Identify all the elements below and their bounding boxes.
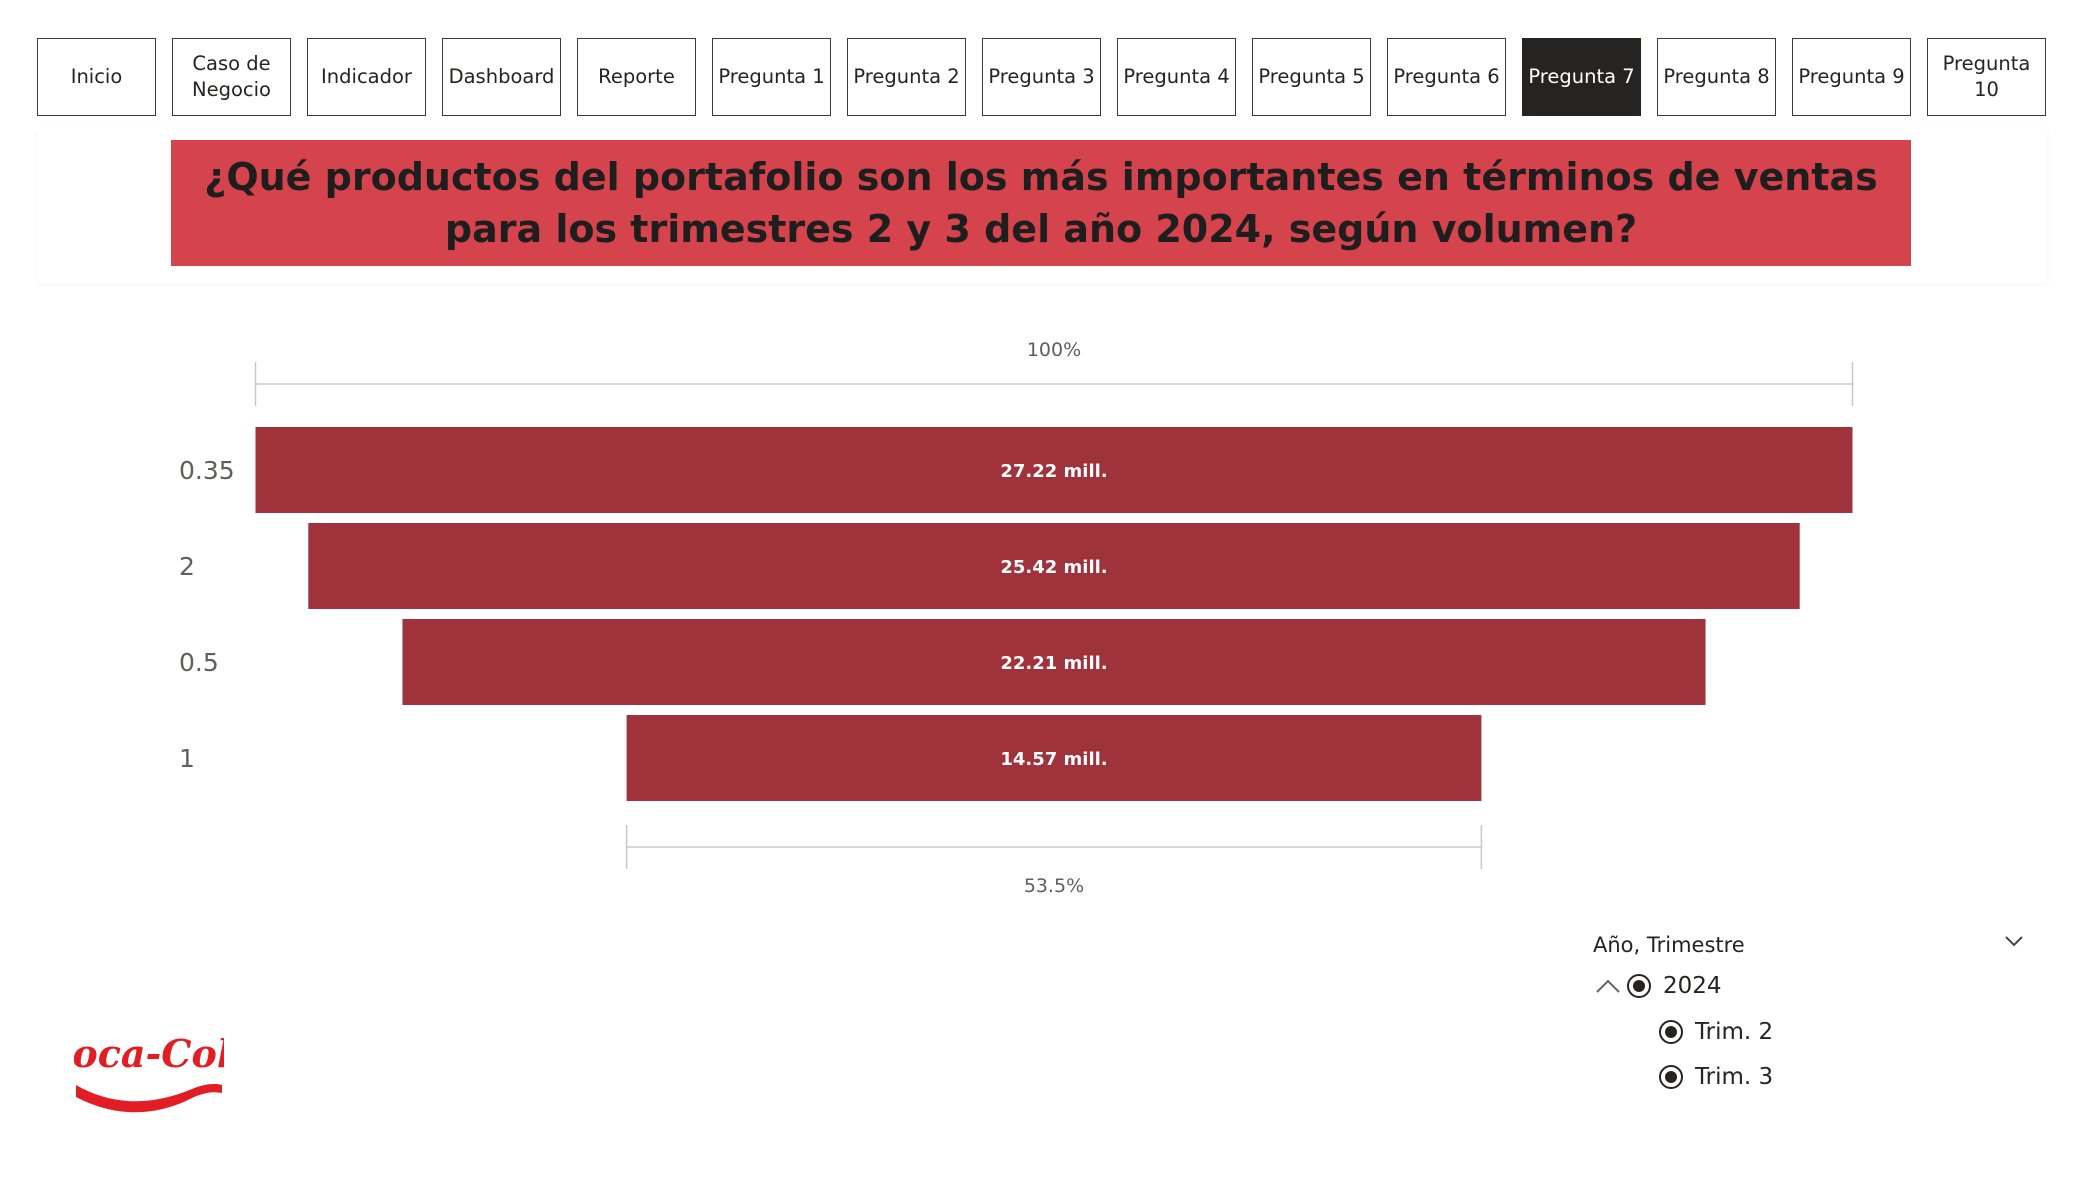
category-label: 0.5 (179, 648, 219, 677)
data-label: 25.42 mill. (1000, 557, 1107, 578)
slicer-item-2024-label: 2024 (1663, 973, 1722, 999)
category-label: 0.35 (179, 456, 235, 485)
title-banner: ¿Qué productos del portafolio son los má… (171, 140, 1911, 266)
data-label: 14.57 mill. (1000, 749, 1107, 770)
slicer-header: Año, Trimestre (1593, 933, 1745, 957)
chevron-down-icon[interactable] (2002, 932, 2026, 950)
nav-button-pregunta-7[interactable]: Pregunta 7 (1522, 38, 1641, 116)
collapse-chevron-up-icon[interactable] (1594, 976, 1622, 996)
nav-button-caso-de-negocio[interactable]: Caso de Negocio (172, 38, 291, 116)
nav-button-pregunta-2[interactable]: Pregunta 2 (847, 38, 966, 116)
nav-button-pregunta-4[interactable]: Pregunta 4 (1117, 38, 1236, 116)
navigation-bar: Inicio Caso de Negocio Indicador Dashboa… (37, 38, 2046, 116)
bottom-percent-label: 53.5% (1024, 875, 1084, 897)
funnel-bar (255, 427, 1853, 513)
funnel-chart: 100% 27.22 mill. 0.35 25.42 mill. 2 22.21 mil… (179, 339, 1854, 897)
data-label: 22.21 mill. (1000, 653, 1107, 674)
nav-button-dashboard[interactable]: Dashboard (442, 38, 561, 116)
nav-button-pregunta-3[interactable]: Pregunta 3 (982, 38, 1101, 116)
logo-ribbon (76, 1084, 222, 1113)
nav-button-pregunta-6[interactable]: Pregunta 6 (1387, 38, 1506, 116)
data-label: 27.22 mill. (1000, 461, 1107, 482)
funnel-bar (308, 523, 1800, 609)
nav-button-pregunta-10[interactable]: Pregunta 10 (1927, 38, 2046, 116)
category-label: 2 (179, 552, 195, 581)
category-label: 1 (179, 744, 195, 773)
radio-2024-icon[interactable] (1627, 974, 1651, 998)
year-quarter-slicer: Año, Trimestre 2024 Trim. 2 Trim. 3 (1590, 930, 2030, 1100)
nav-button-pregunta-5[interactable]: Pregunta 5 (1252, 38, 1371, 116)
radio-trim-3-icon[interactable] (1659, 1065, 1683, 1089)
coca-cola-logo: Coca-Cola (42, 1027, 256, 1123)
slicer-item-trim-2-label: Trim. 2 (1695, 1019, 1774, 1045)
logo-wordmark: Coca-Cola (74, 1031, 224, 1076)
nav-button-pregunta-1[interactable]: Pregunta 1 (712, 38, 831, 116)
nav-button-indicador[interactable]: Indicador (307, 38, 426, 116)
nav-button-pregunta-8[interactable]: Pregunta 8 (1657, 38, 1776, 116)
funnel-bar (402, 619, 1706, 705)
nav-button-reporte[interactable]: Reporte (577, 38, 696, 116)
nav-button-inicio[interactable]: Inicio (37, 38, 156, 116)
funnel-bar (626, 715, 1482, 801)
slicer-item-2024[interactable]: 2024 (1627, 973, 1722, 999)
nav-button-pregunta-9[interactable]: Pregunta 9 (1792, 38, 1911, 116)
page-title: ¿Qué productos del portafolio son los má… (204, 155, 1878, 251)
slicer-item-trim-3[interactable]: Trim. 3 (1659, 1064, 1773, 1090)
slicer-item-trim-3-label: Trim. 3 (1695, 1064, 1774, 1090)
top-percent-label: 100% (1027, 339, 1081, 361)
slicer-item-trim-2[interactable]: Trim. 2 (1659, 1019, 1773, 1045)
radio-trim-2-icon[interactable] (1659, 1020, 1683, 1044)
